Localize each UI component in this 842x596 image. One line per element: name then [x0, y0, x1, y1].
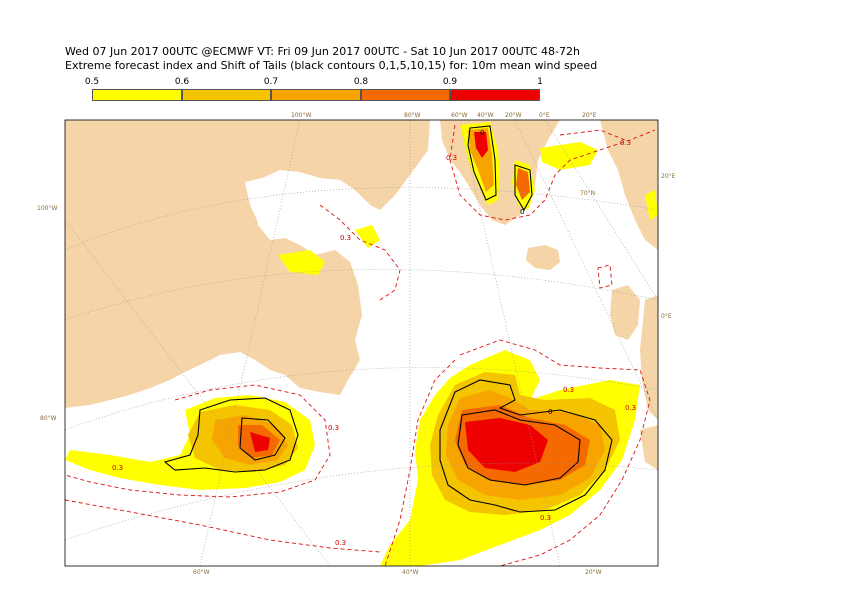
efi-greenland-west-level-5 [474, 132, 488, 158]
red-contour-west [65, 384, 331, 498]
efi-greenland-east-level-3 [516, 168, 530, 200]
efi-greenland-west-level-3 [468, 128, 494, 192]
lon-label-top: 80°W [404, 112, 421, 119]
legend-swatch-3 [361, 89, 450, 101]
contour-label: 0.3 [446, 154, 457, 162]
lon-label-left: 100°W [37, 205, 57, 212]
legend-swatch-4 [450, 89, 540, 101]
legend-tick-3: 0.8 [353, 77, 369, 87]
lon-label-top: 60°W [451, 112, 468, 119]
efi-atlantic-level-5 [465, 418, 548, 472]
sot-contour-west-outer [163, 397, 299, 473]
legend-tick-4: 0.9 [442, 77, 458, 87]
legend-tick-1: 0.6 [174, 77, 190, 87]
contour-label: 0.3 [540, 514, 551, 522]
graticule-line [459, 120, 561, 566]
sot-contour-west-inner [239, 417, 286, 461]
graticule-line [65, 462, 658, 541]
graticule-line [199, 120, 301, 566]
legend-swatch-0 [92, 89, 182, 101]
lon-label-right: 20°E [661, 173, 676, 180]
zero-label: 0 [548, 408, 552, 416]
graticule-line [65, 219, 331, 566]
graticule-line [65, 367, 658, 431]
lat-label: 70°N [580, 190, 595, 197]
efi-03-contours [65, 124, 656, 566]
sot-contours [163, 125, 613, 513]
scandinavia-land [600, 120, 658, 250]
contour-label: 0.3 [620, 139, 631, 147]
graticule [65, 120, 658, 566]
title-line-2: Extreme forecast index and Shift of Tail… [65, 59, 598, 72]
british-isles-land [610, 285, 640, 340]
contour-label: 0.3 [328, 424, 339, 432]
zero-label: 0 [480, 129, 484, 137]
legend-tick-0: 0.5 [84, 77, 100, 87]
red-contour-atlantic [459, 339, 651, 566]
contour-label: 0.3 [112, 464, 123, 472]
efi-hudson-level-1 [278, 250, 325, 275]
lon-label-left: 80°W [40, 415, 57, 422]
legend-swatch-2 [271, 89, 361, 101]
map-frame [64, 119, 659, 567]
color-legend: 0.5 0.6 0.7 0.8 0.9 1 [85, 77, 543, 103]
graticule-line [65, 187, 658, 251]
lon-label-bottom: 20°W [585, 569, 602, 576]
north-america-land [65, 120, 430, 408]
graticule-line [514, 120, 658, 421]
legend-swatch-1 [182, 89, 271, 101]
efi-west-level-5 [250, 432, 270, 452]
efi-patch-level-1 [355, 225, 380, 248]
contour-label: 0.3 [563, 386, 574, 394]
title-block: Wed 07 Jun 2017 00UTC @ECMWF VT: Fri 09 … [65, 45, 597, 73]
graticule-line [544, 120, 658, 301]
lon-label-top: 0°E [539, 112, 550, 119]
lon-label-top: 100°W [291, 112, 311, 119]
lon-label-top: 20°W [505, 112, 522, 119]
efi-shading [65, 122, 658, 566]
zero-label: 0 [520, 208, 524, 216]
title-line-1: Wed 07 Jun 2017 00UTC @ECMWF VT: Fri 09 … [65, 45, 580, 58]
efi-patch-east-level-1 [645, 190, 658, 220]
efi-north-sea-level-1 [540, 142, 598, 170]
sot-contour-atlantic-inner [457, 409, 581, 486]
legend-tick-5: 1 [537, 77, 543, 87]
iberia-land [640, 425, 658, 470]
red-contour-greenland [449, 124, 656, 221]
lon-label-right: 0°E [661, 313, 672, 320]
legend-tick-2: 0.7 [263, 77, 279, 87]
contour-label: 0.3 [340, 234, 351, 242]
contour-label: 0.3 [625, 404, 636, 412]
red-contour-hudson [319, 204, 401, 301]
lon-label-bottom: 40°W [402, 569, 419, 576]
sot-contour-greenland-west [467, 125, 497, 201]
graticule-line [65, 269, 658, 321]
red-contour-small [597, 264, 613, 289]
red-contour-atlantic-west [384, 359, 456, 566]
iceland-land [526, 245, 560, 270]
contour-label: 0.3 [335, 539, 346, 547]
lon-label-top: 40°W [477, 112, 494, 119]
lon-label-top: 20°E [582, 112, 597, 119]
hudson-bay [245, 172, 355, 250]
lon-label-bottom: 60°W [193, 569, 210, 576]
sot-contour-greenland-east [514, 164, 533, 212]
red-contour-norway [559, 129, 626, 141]
sot-contour-atlantic-outer [439, 379, 613, 513]
europe-land [640, 295, 658, 420]
